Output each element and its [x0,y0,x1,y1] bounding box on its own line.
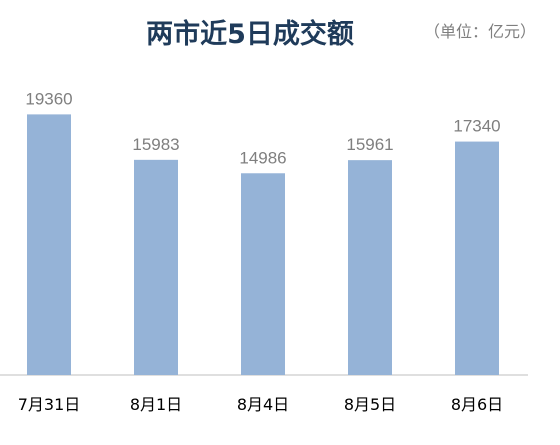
x-tick-label-0: 7月31日 [18,395,81,414]
bars-group: 19360 7月31日 15983 8月1日 14986 8月4日 15961 8月5日 173… [18,89,503,414]
data-label-0: 19360 [25,89,72,108]
bar-3 [348,160,392,375]
unit-note: （单位：亿元） [423,22,536,41]
chart-title: 两市近5日成交额 [146,19,354,50]
x-tick-label-1: 8月1日 [130,395,182,414]
bar-1 [134,159,178,375]
bar-0 [27,114,71,375]
bar-2 [241,173,285,375]
data-label-4: 17340 [453,117,500,136]
data-label-3: 15961 [346,135,393,154]
data-label-1: 15983 [132,135,179,154]
x-tick-label-4: 8月6日 [451,395,503,414]
bar-4 [455,141,499,375]
data-label-2: 14986 [239,148,286,167]
x-tick-label-3: 8月5日 [344,395,396,414]
x-tick-label-2: 8月4日 [237,395,289,414]
